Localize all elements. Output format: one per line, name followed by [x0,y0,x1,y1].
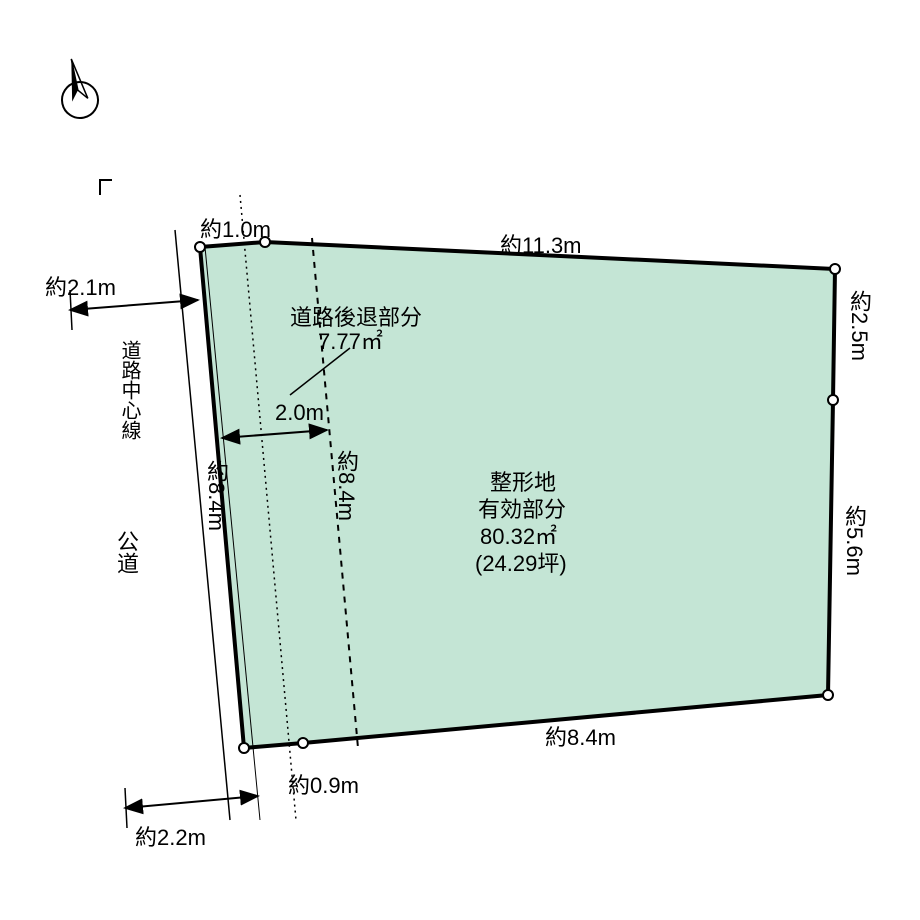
road-centerline-label: 道路中心線 [115,340,144,440]
dim-top: 約11.3m [500,228,582,260]
setback-area: 7.77㎡ [318,324,383,356]
dim-left-inner: 約8.4m [330,450,362,521]
compass-icon [54,55,102,121]
plot-diagram [0,0,920,920]
dim-right-lower: 約5.6m [838,505,870,576]
dim-road-top-label: 約2.1m [45,270,116,302]
dim-bottom: 約8.4m [545,720,616,752]
corner-tick [100,180,112,195]
dim-top-left: 約1.0m [200,212,271,244]
dim-left: 約8.4m [200,460,232,531]
dim-road-bottom [125,796,258,808]
dim-right-upper: 約2.5m [843,290,875,361]
public-road-label: 公道 [110,530,142,574]
dim-2m: 2.0m [275,400,324,426]
dim-road-bottom-label: 約2.2m [135,820,206,852]
main-tsubo: (24.29坪) [475,546,567,578]
dim-bottom-left: 約0.9m [288,768,359,800]
